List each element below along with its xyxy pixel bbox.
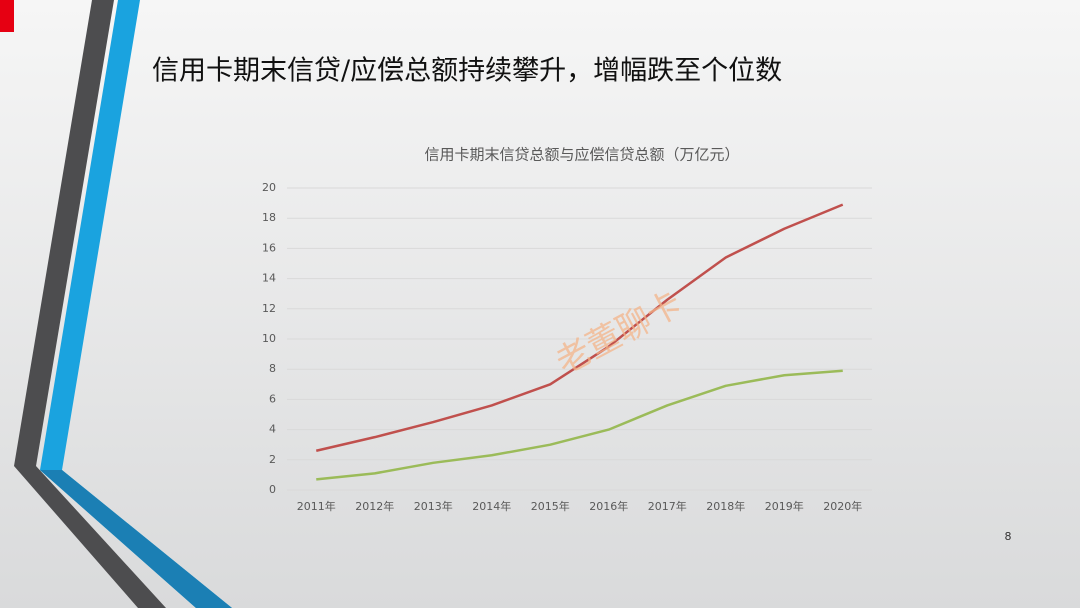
line-series [316, 369, 843, 481]
x-tick-label: 2020年 [823, 499, 862, 513]
x-tick-label: 2016年 [589, 499, 628, 513]
stripe-blue-shade [40, 470, 232, 608]
x-tick-label: 2014年 [472, 499, 511, 513]
x-tick-label: 2011年 [297, 499, 336, 513]
y-tick-label: 18 [262, 211, 276, 224]
plot: 0 2 4 6 8 10 12 14 16 18 20 2011年 2012年 2013年 2014年 201… [262, 181, 872, 513]
y-tick-label: 14 [262, 272, 276, 285]
stripe-dark [14, 0, 166, 608]
x-tick-label: 2013年 [414, 499, 453, 513]
y-tick-label: 16 [262, 241, 276, 254]
y-tick-label: 10 [262, 332, 276, 345]
slide-title: 信用卡期末信贷/应偿总额持续攀升，增幅跌至个位数 [152, 56, 782, 87]
line-series [315, 203, 844, 452]
stripe-blue [40, 0, 232, 608]
x-tick-label: 2019年 [765, 499, 804, 513]
y-tick-label: 2 [269, 453, 276, 466]
x-tick-label: 2015年 [531, 499, 570, 513]
x-tick-label: 2018年 [706, 499, 745, 513]
corner-mark [0, 0, 14, 32]
y-tick-label: 6 [269, 392, 276, 405]
y-tick-label: 0 [269, 483, 276, 496]
y-tick-label: 8 [269, 362, 276, 375]
x-tick-label: 2012年 [355, 499, 394, 513]
x-tick-label: 2017年 [648, 499, 687, 513]
page-number: 8 [1005, 530, 1012, 543]
y-tick-label: 12 [262, 302, 276, 315]
y-tick-label: 20 [262, 181, 276, 194]
y-tick-label: 4 [269, 423, 276, 436]
chart-title: 信用卡期末信贷总额与应偿信贷总额（万亿元） [424, 146, 739, 164]
